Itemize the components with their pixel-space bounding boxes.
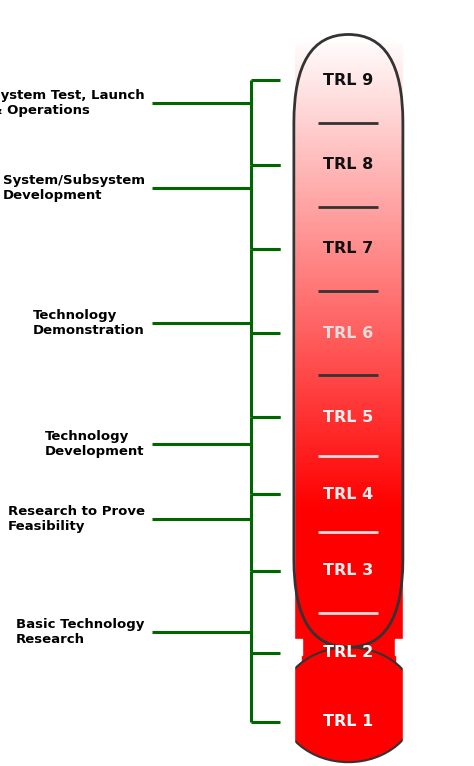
Text: TRL 9: TRL 9 — [323, 73, 374, 88]
Ellipse shape — [280, 647, 417, 762]
Text: Basic Technology
Research: Basic Technology Research — [16, 618, 145, 646]
Text: TRL 3: TRL 3 — [323, 563, 374, 578]
Text: TRL 5: TRL 5 — [323, 410, 374, 425]
Text: TRL 2: TRL 2 — [323, 645, 374, 660]
Text: TRL 4: TRL 4 — [323, 486, 374, 502]
Text: TRL 8: TRL 8 — [323, 157, 374, 172]
Text: Technology
Demonstration: Technology Demonstration — [33, 309, 145, 337]
Text: Research to Prove
Feasibility: Research to Prove Feasibility — [8, 506, 145, 533]
Text: TRL 7: TRL 7 — [323, 241, 374, 257]
Text: TRL 1: TRL 1 — [323, 714, 374, 729]
Text: System/Subsystem
Development: System/Subsystem Development — [2, 174, 145, 201]
Text: TRL 6: TRL 6 — [323, 326, 374, 341]
Text: System Test, Launch
& Operations: System Test, Launch & Operations — [0, 90, 145, 117]
Text: Technology
Development: Technology Development — [45, 430, 145, 458]
